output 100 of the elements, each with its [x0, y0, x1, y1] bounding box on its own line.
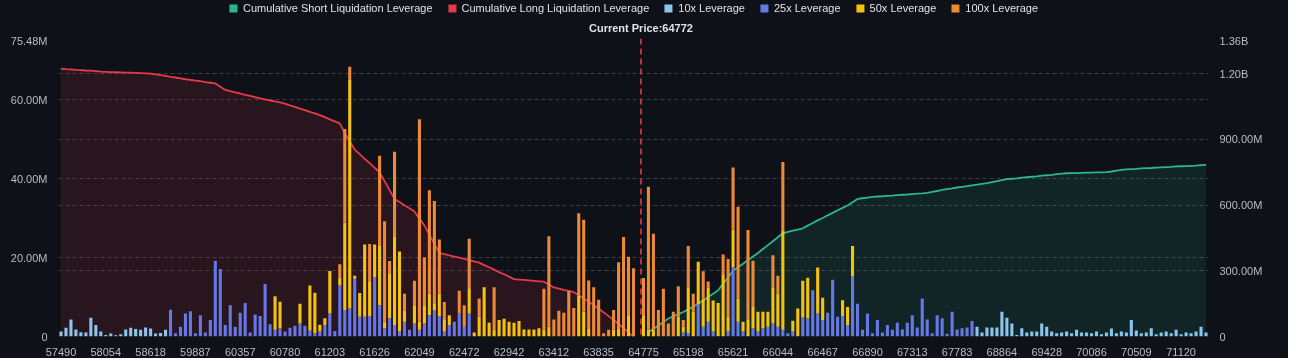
bar [412, 280, 416, 306]
bar [597, 299, 601, 337]
bar [1070, 333, 1074, 337]
bar [1149, 328, 1153, 337]
bar [641, 315, 645, 337]
x-tick-label: 63412 [538, 345, 570, 358]
y-tick-label: 0 [41, 330, 48, 343]
bar [1040, 323, 1044, 337]
bar [766, 326, 770, 337]
bar [696, 261, 700, 305]
bar [393, 236, 397, 326]
bar [547, 236, 551, 327]
bar [298, 303, 302, 324]
x-tick-label: 62049 [404, 345, 435, 358]
bar [323, 318, 327, 326]
bar [791, 320, 795, 332]
bar [895, 322, 899, 337]
bar [841, 315, 845, 337]
bar [721, 254, 725, 275]
bar [935, 315, 939, 337]
bar [821, 297, 825, 320]
bar [587, 280, 591, 329]
bar [457, 313, 461, 337]
bar [900, 329, 904, 337]
bar [233, 326, 237, 337]
bar [303, 325, 307, 337]
bar [646, 186, 650, 330]
x-tick-label: 71120 [1166, 345, 1197, 358]
bar [323, 325, 327, 337]
bar [602, 333, 606, 337]
bar [442, 320, 446, 332]
bar [388, 260, 392, 274]
bar [617, 262, 621, 329]
bar [766, 311, 770, 327]
bar [487, 322, 491, 337]
bar [477, 298, 481, 317]
bar [661, 288, 665, 337]
bar [626, 315, 631, 337]
bar [572, 307, 576, 337]
bar [930, 333, 934, 337]
bar [168, 309, 173, 337]
legend-label: 10x Leverage [678, 2, 745, 14]
bar [437, 239, 441, 294]
x-tick-label: 70086 [1076, 345, 1107, 358]
bar [363, 244, 367, 317]
bar [427, 190, 431, 294]
bar [905, 322, 909, 337]
bar [338, 285, 342, 337]
bar [432, 201, 436, 304]
bar [910, 315, 914, 337]
bar [731, 267, 735, 337]
bar [701, 326, 705, 337]
bar [258, 315, 262, 337]
bar [696, 304, 700, 337]
bar [353, 275, 357, 279]
bar [681, 326, 685, 333]
bar [686, 287, 690, 334]
x-tick-label: 58618 [135, 345, 166, 358]
bar [587, 328, 591, 337]
bar [457, 290, 461, 314]
bar [1000, 311, 1004, 337]
bar [1055, 333, 1059, 337]
bar [711, 300, 715, 332]
bar [467, 238, 471, 289]
bar [402, 321, 407, 337]
y-tick-label: 20.00M [10, 251, 48, 264]
bar [402, 293, 407, 311]
y2-tick-label: 900.00M [1219, 133, 1263, 146]
bar [955, 329, 959, 337]
bar [816, 267, 820, 314]
bar [617, 328, 621, 337]
bar [836, 316, 840, 337]
bar [552, 319, 556, 337]
bar [691, 293, 695, 312]
bar [676, 286, 680, 317]
bar [781, 162, 785, 232]
bar [427, 293, 431, 316]
bar [238, 312, 242, 337]
bar [577, 213, 581, 296]
bar [831, 279, 835, 337]
bar [223, 325, 227, 337]
bar [378, 155, 382, 247]
bar [373, 244, 377, 278]
bar [796, 308, 800, 337]
legend-label: Cumulative Long Liquidation Leverage [461, 2, 650, 14]
bar [218, 268, 222, 337]
bar [313, 333, 317, 337]
bar [686, 333, 690, 337]
bar [736, 206, 740, 299]
bar [417, 119, 421, 322]
bar [731, 167, 735, 230]
bar [855, 303, 860, 337]
bar [383, 321, 387, 329]
bar [771, 287, 775, 324]
x-tick-label: 60780 [269, 345, 301, 358]
bar [388, 273, 392, 319]
y2-tick-label: 1.20B [1219, 67, 1249, 80]
bar [134, 329, 138, 337]
bar [467, 313, 471, 337]
bar [378, 246, 382, 306]
